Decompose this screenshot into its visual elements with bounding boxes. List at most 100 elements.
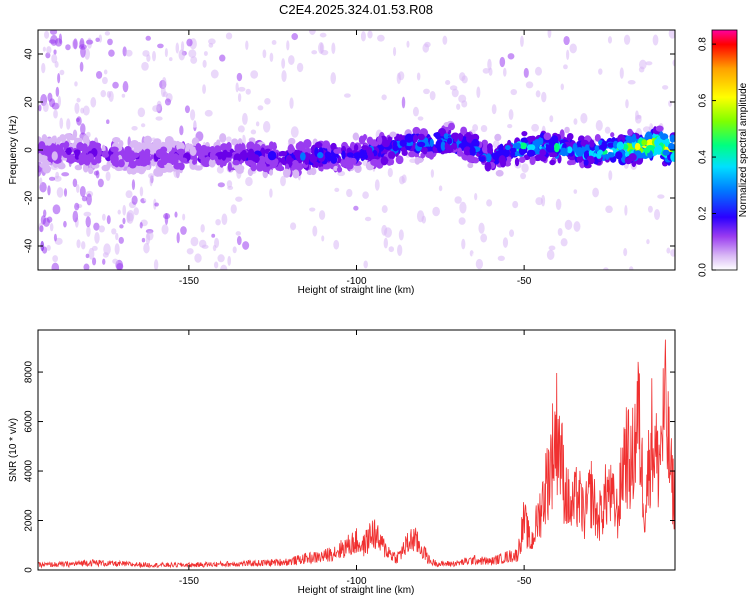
spectrogram-noise-blob [53,175,62,182]
colorbar-gradient [711,29,738,271]
spectrogram-noise-blob [666,247,671,254]
spectrogram-y-axis-label: Frequency (Hz) [8,116,19,185]
spectrogram-noise-blob [563,35,570,46]
spectrogram-noise-blob [392,46,397,57]
spectrogram-ridge-blob [259,160,266,167]
spectrogram-noise-blob [180,41,185,52]
spectrogram-noise-blob [308,30,316,35]
spectrogram-noise-blob [47,185,51,196]
spectrogram-noise-blob [155,116,163,121]
spectrogram-ridge-blob [539,149,547,157]
spectrogram-ridge-blob [537,137,544,146]
spectrogram-ridge-blob [466,154,476,164]
spectrogram-ridge-blob [354,164,362,174]
spectrogram-noise-blob [157,43,164,49]
snr-series-line [38,339,675,569]
spectrogram-ridge-blob [377,135,383,146]
spectrogram-noise-blob [184,105,190,114]
spectrogram-ridge-blob [433,132,441,138]
spectrogram-noise-blob [381,94,387,101]
spectrogram-noise-blob [190,56,198,64]
spectrogram-noise-blob [94,232,100,244]
spectrogram-noise-blob [106,119,110,124]
snr-y-tick-label: 4000 [24,459,35,482]
spectrogram-noise-blob [95,37,100,42]
spectrogram-noise-blob [343,93,351,98]
spectrogram-noise-blob [201,244,209,249]
spectrogram-noise-blob [83,211,92,217]
spectrogram-noise-blob [608,170,613,181]
spectrogram-noise-blob [672,59,675,67]
spectrogram-noise-blob [250,129,257,135]
spectrogram-noise-blob [643,121,651,128]
spectrogram-noise-blob [250,70,259,79]
spectrogram-ridge-blob [45,138,53,146]
spectrogram-noise-blob [291,33,298,41]
spectrogram-noise-blob [503,67,507,77]
spectrogram-noise-blob [46,216,53,223]
spectrogram-noise-blob [211,233,216,238]
spectrogram-noise-blob [119,224,124,229]
snr-y-tick-label: 2000 [24,509,35,532]
spectrogram-noise-blob [480,233,488,243]
spectrogram-noise-blob [57,73,61,84]
spectrogram-noise-blob [202,59,207,68]
spectrogram-noise-blob [236,72,243,82]
spectrogram-ridge-blob [126,166,133,175]
spectrogram-noise-blob [278,90,282,102]
spectrogram-noise-blob [271,40,277,45]
spectrogram-noise-blob [521,163,529,173]
spectrogram-ridge-blob [267,150,277,161]
spectrogram-ridge-blob [82,163,89,173]
spectrogram-noise-blob [555,198,562,211]
spectrogram-ridge-blob [484,161,492,172]
spectrogram-noise-blob [309,207,316,212]
spectrogram-noise-blob [319,42,324,54]
spectrogram-noise-blob [49,223,54,232]
spectrogram-ridge-blob [209,150,216,161]
spectrogram-noise-blob [503,177,509,187]
spectrogram-ridge-blob [414,156,421,165]
spectrogram-noise-blob [375,66,382,71]
spectrogram-ridge-blob [359,151,366,159]
spectrogram-noise-blob [83,263,90,270]
spectrogram-noise-blob [57,95,61,107]
spectrogram-ridge-blob [155,148,165,158]
spectrogram-y-tick-label: -20 [24,190,35,205]
colorbar-tick-label: 0.4 [698,150,709,164]
spectrogram-noise-blob [97,178,104,188]
spectrogram-ridge-blob [392,140,397,148]
spectrogram-noise-blob [489,176,496,189]
spectrogram-ridge-blob [192,159,197,165]
spectrogram-noise-blob [560,83,564,91]
spectrogram-noise-blob [52,255,58,263]
spectrogram-ridge-blob [285,154,293,165]
spectrogram-noise-blob [269,188,273,198]
spectrogram-ridge-blob [362,134,368,141]
spectrogram-noise-blob [51,102,60,110]
spectrogram-noise-blob [56,187,64,198]
spectrogram-noise-blob [499,56,506,68]
spectrogram-noise-blob [55,86,60,97]
spectrogram-ridge-blob [278,150,288,157]
spectrogram-noise-blob [424,41,431,48]
spectrogram-ridge-blob [566,133,574,140]
spectrogram-noise-blob [186,248,194,255]
spectrogram-ridge-blob [237,138,243,146]
spectrogram-ridge-blob [668,142,675,151]
spectrogram-noise-blob [346,188,353,198]
spectrogram-ridge-blob [572,142,578,153]
spectrogram-noise-blob [458,94,467,103]
spectrogram-ridge-blob [248,148,255,157]
spectrogram-x-axis-label: Height of straight line (km) [298,285,415,296]
spectrogram-noise-blob [547,30,552,39]
spectrogram-noise-blob [257,105,264,111]
spectrogram-noise-blob [122,81,129,93]
spectrogram-ridge-blob [213,145,222,154]
spectrogram-noise-blob [47,92,53,102]
spectrogram-noise-blob [227,255,232,266]
spectrogram-noise-blob [214,237,220,249]
spectrogram-ridge-blob [627,128,633,136]
spectrogram-noise-blob [74,202,80,211]
